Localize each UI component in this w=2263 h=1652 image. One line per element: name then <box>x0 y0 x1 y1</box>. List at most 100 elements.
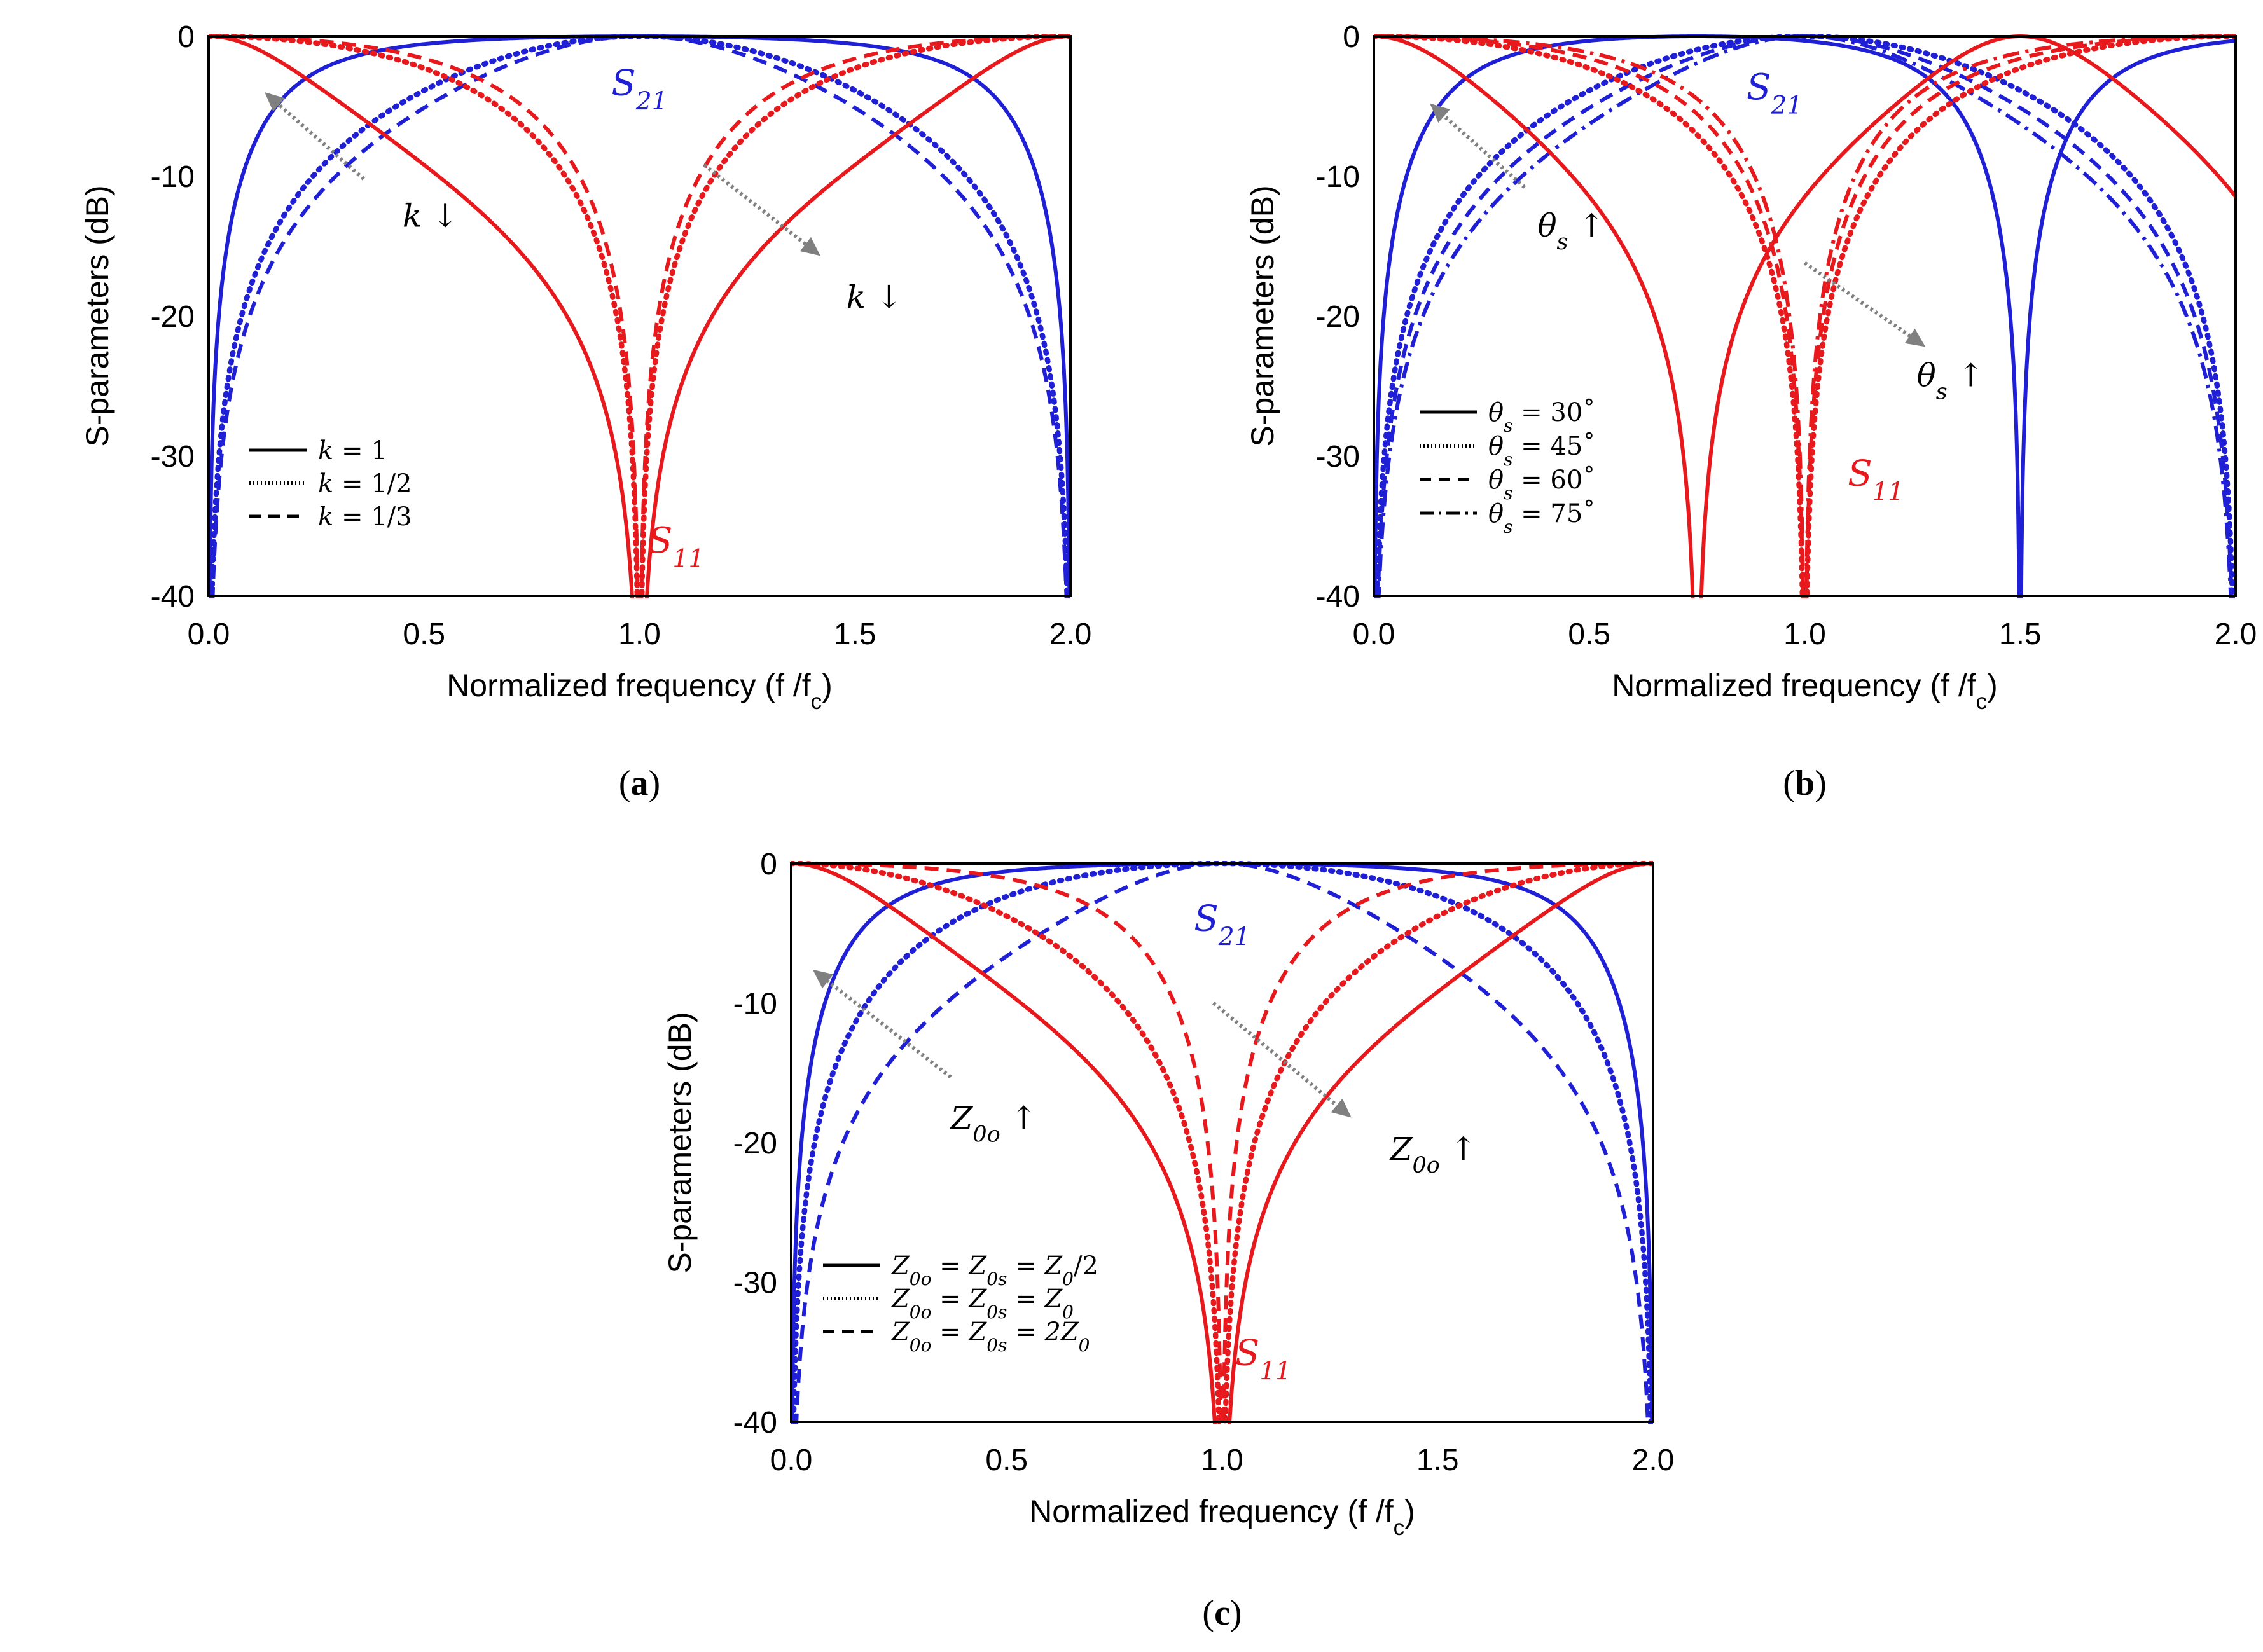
series-a-5 <box>209 34 1070 598</box>
legend-label: θs = 75˚ <box>1488 499 1595 537</box>
legend-label: θs = 45˚ <box>1488 432 1595 470</box>
legend-label: Z0o = Z0s = Z0 <box>890 1284 1074 1323</box>
legend-label: θs = 30˚ <box>1488 398 1595 436</box>
panel-c: 0 -10 -20 -30 -400.0 0.5 1.0 1.5 2.0 Normalized f… <box>662 848 1674 1633</box>
panel-caption: (b) <box>1783 764 1826 803</box>
panel-caption: (c) <box>1202 1593 1242 1633</box>
plot-frame-c <box>790 862 1654 1423</box>
x-tick-label: 0.0 <box>188 617 230 651</box>
x-tick-label: 0.0 <box>1353 617 1395 651</box>
y-tick-label: -30 <box>151 440 195 474</box>
y-tick-label: 0 <box>760 848 777 881</box>
plot-frame-a <box>207 35 1072 597</box>
legend-label: θs = 60˚ <box>1488 465 1595 504</box>
y-tick-label: -40 <box>151 580 195 614</box>
x-tick-label: 2.0 <box>1049 617 1092 651</box>
x-tick-label: 1.0 <box>1201 1443 1243 1477</box>
x-tick-label: 1.5 <box>1999 617 2042 651</box>
x-tick-label: 1.0 <box>1783 617 1826 651</box>
s21-label: S21 <box>611 63 667 116</box>
trend-arrow-head <box>799 237 820 256</box>
curves-b <box>1374 34 2236 598</box>
legend-label: Z0o = Z0s = 2Z0 <box>890 1318 1090 1356</box>
trend-arrow-head <box>1430 103 1450 123</box>
trend-annotation: k ↓ <box>847 279 903 315</box>
trend-arrow-head <box>1904 328 1926 347</box>
series-b-0 <box>1374 34 2236 598</box>
panel-caption: (a) <box>619 764 660 803</box>
panel-b: 0 -10 -20 -30 -400.0 0.5 1.0 1.5 2.0 Normalized f… <box>1245 20 2257 803</box>
x-axis-title: Normalized frequency (f /fc) <box>1612 668 1998 714</box>
trend-annotation: Z0o ↑ <box>1389 1131 1477 1178</box>
x-tick-label: 0.5 <box>1568 617 1610 651</box>
series-b-2 <box>1376 34 2234 598</box>
y-tick-label: -10 <box>151 160 195 194</box>
y-tick-label: -10 <box>733 988 777 1021</box>
s11-label: S11 <box>1848 453 1904 506</box>
plot-frame-b <box>1373 35 2237 597</box>
x-tick-label: 1.0 <box>618 617 661 651</box>
series-c-3 <box>791 862 1653 1424</box>
x-tick-label: 0.0 <box>770 1443 813 1477</box>
x-tick-label: 0.5 <box>403 617 445 651</box>
y-tick-label: -30 <box>733 1267 777 1300</box>
y-axis-title: S-parameters (dB) <box>1245 185 1280 446</box>
y-axis-title: S-parameters (dB) <box>662 1012 698 1273</box>
series-c-4 <box>791 861 1653 1424</box>
s11-label: S11 <box>648 520 704 574</box>
trend-arrow-line <box>1443 114 1526 189</box>
y-tick-label: 0 <box>1343 20 1360 54</box>
series-a-1 <box>209 34 1070 598</box>
x-axis-title: Normalized frequency (f /fc) <box>1029 1494 1415 1540</box>
y-tick-label: -40 <box>1316 580 1360 614</box>
trend-arrow-head <box>812 969 834 989</box>
y-tick-label: -20 <box>1316 300 1360 334</box>
y-tick-label: -10 <box>1316 160 1360 194</box>
series-a-2 <box>211 34 1069 598</box>
series-b-4 <box>1374 34 2236 598</box>
series-b-6 <box>1374 34 2236 598</box>
series-a-4 <box>209 34 1070 598</box>
y-axis-title: S-parameters (dB) <box>80 185 115 446</box>
x-tick-label: 1.5 <box>1416 1443 1459 1477</box>
trend-arrow-line <box>1803 261 1911 338</box>
series-b-7 <box>1374 34 2236 598</box>
y-tick-label: 0 <box>177 20 195 54</box>
x-tick-label: 0.5 <box>985 1443 1028 1477</box>
legend-a: k = 1 k = 1/2k = 1/3 <box>249 436 412 532</box>
x-tick-label: 2.0 <box>1632 1443 1675 1477</box>
curves-c <box>791 861 1653 1424</box>
legend-label: k = 1 <box>318 436 387 465</box>
y-tick-label: -20 <box>733 1127 777 1160</box>
trend-arrow-head <box>265 92 285 112</box>
trend-arrow-head <box>1331 1098 1352 1118</box>
legend-b: θs = 30˚θs = 45˚θs = 60˚θs = 75˚ <box>1420 398 1595 537</box>
x-axis-title: Normalized frequency (f /fc) <box>446 668 833 714</box>
trend-annotation: Z0o ↑ <box>950 1099 1037 1147</box>
series-a-0 <box>209 34 1070 598</box>
x-tick-label: 1.5 <box>834 617 876 651</box>
series-b-5 <box>1374 34 2236 598</box>
curves-a <box>209 34 1070 598</box>
panel-a: 0 -10 -20 -30 -400.0 0.5 1.0 1.5 2.0 Normalized f… <box>80 20 1091 803</box>
series-b-3 <box>1376 34 2233 598</box>
s11-label: S11 <box>1235 1332 1291 1386</box>
s21-label: S21 <box>1747 67 1803 120</box>
trend-annotation: θs ↑ <box>1537 207 1605 255</box>
trend-arrow-line <box>1212 1002 1338 1107</box>
legend-label: k = 1/3 <box>318 502 412 532</box>
s21-label: S21 <box>1194 898 1250 952</box>
trend-arrow-line <box>277 103 365 181</box>
x-tick-label: 2.0 <box>2215 617 2257 651</box>
trend-annotation: k ↓ <box>403 198 459 235</box>
trend-arrow-line <box>703 163 807 246</box>
series-c-5 <box>791 862 1653 1424</box>
series-b-1 <box>1374 34 2236 598</box>
y-tick-label: -20 <box>151 300 195 334</box>
legend-label: Z0o = Z0s = Z0/2 <box>890 1251 1098 1290</box>
trend-annotation: θs ↑ <box>1917 357 1984 404</box>
series-a-3 <box>209 34 1070 598</box>
y-tick-label: -30 <box>1316 440 1360 474</box>
